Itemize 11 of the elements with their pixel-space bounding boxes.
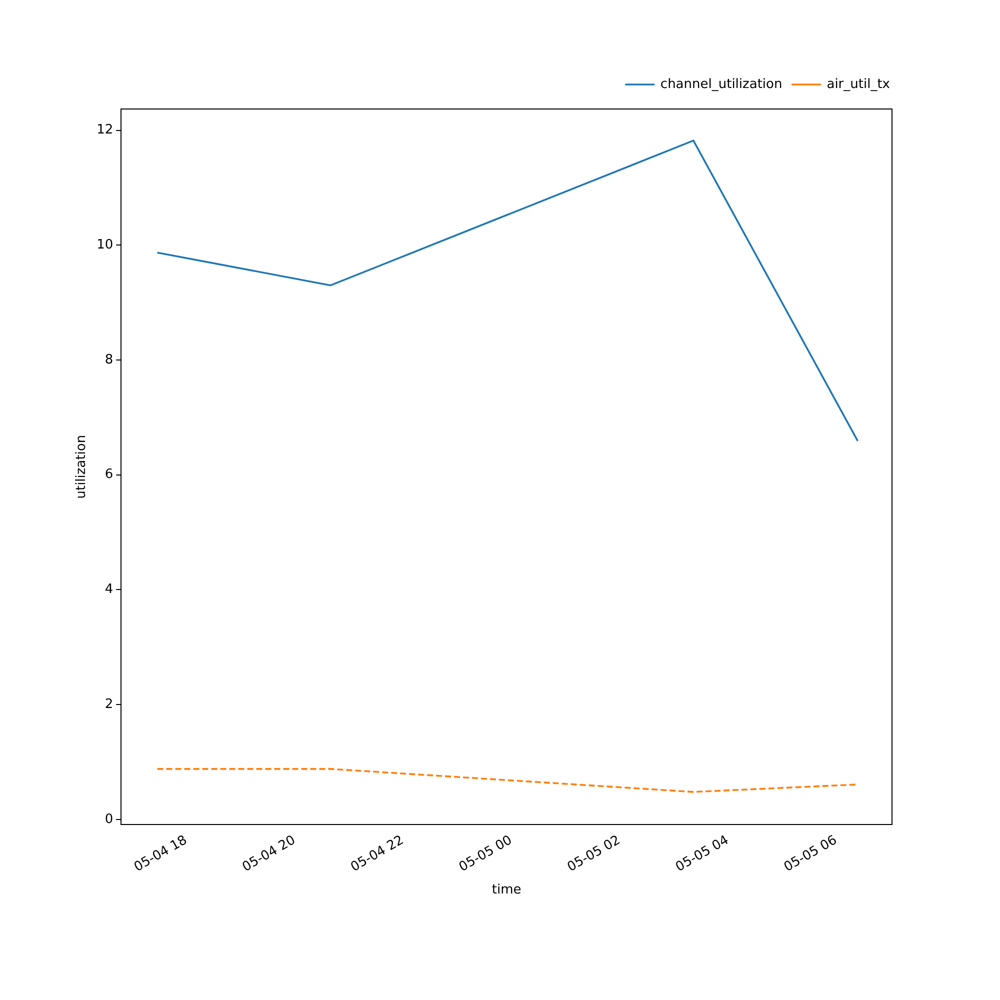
y-tick-label: 12: [96, 122, 114, 138]
y-tick-label: 0: [104, 812, 114, 827]
y-axis-title: utilization: [74, 434, 90, 499]
x-axis-title: time: [492, 882, 522, 898]
legend-label: air_util_tx: [826, 76, 890, 92]
y-tick-label: 4: [104, 582, 114, 598]
legend-label: channel_utilization: [660, 76, 782, 92]
y-tick-label: 6: [104, 467, 114, 482]
y-tick-label: 10: [96, 238, 114, 252]
y-tick-label: 2: [104, 696, 114, 712]
y-tick-label: 8: [104, 352, 114, 368]
